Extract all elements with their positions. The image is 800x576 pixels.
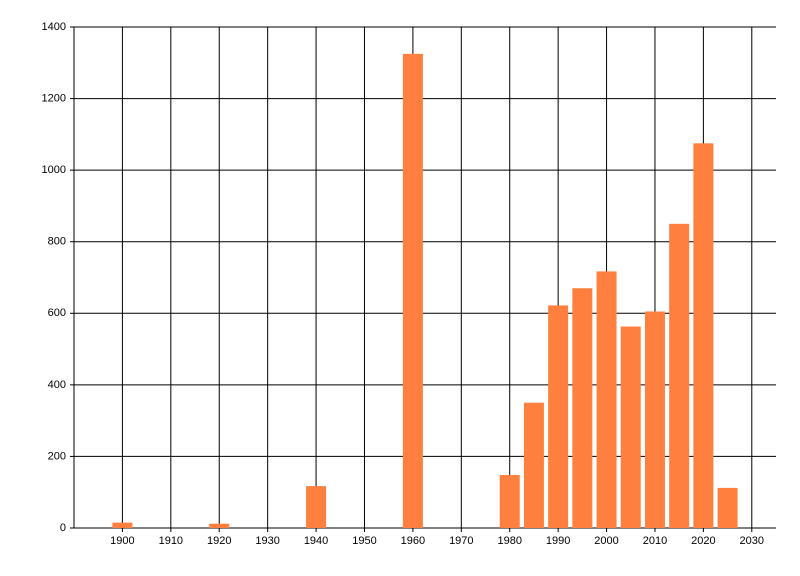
bar [499,475,520,528]
y-tick-label: 600 [48,307,66,319]
bar [669,223,690,529]
bar [620,326,641,528]
x-tick-label: 1980 [497,535,521,547]
y-tick-label: 400 [48,379,66,391]
y-tick-label: 200 [48,450,66,462]
bar [693,143,714,528]
y-tick-label: 1000 [42,164,66,176]
x-tick-label: 2030 [740,535,764,547]
bar [644,311,665,528]
bar [402,53,423,528]
y-tick-label: 0 [60,522,66,534]
bar [548,305,569,528]
bar [112,522,133,528]
x-tick-label: 2020 [691,535,715,547]
bar [523,402,544,528]
x-tick-label: 1950 [352,535,376,547]
y-tick-label: 1200 [42,92,66,104]
bar [306,486,327,528]
y-tick-label: 800 [48,236,66,248]
bar [209,523,230,528]
x-tick-label: 1910 [159,535,183,547]
bar [596,271,617,528]
bar [717,487,738,528]
x-tick-label: 1970 [449,535,473,547]
x-tick-label: 1920 [207,535,231,547]
y-tick-label: 1400 [42,21,66,33]
x-tick-label: 1960 [401,535,425,547]
x-tick-label: 1940 [304,535,328,547]
x-tick-label: 2010 [643,535,667,547]
x-tick-label: 1990 [546,535,570,547]
bar [572,288,593,528]
x-tick-label: 2000 [594,535,618,547]
x-tick-label: 1900 [110,535,134,547]
x-tick-label: 1930 [255,535,279,547]
